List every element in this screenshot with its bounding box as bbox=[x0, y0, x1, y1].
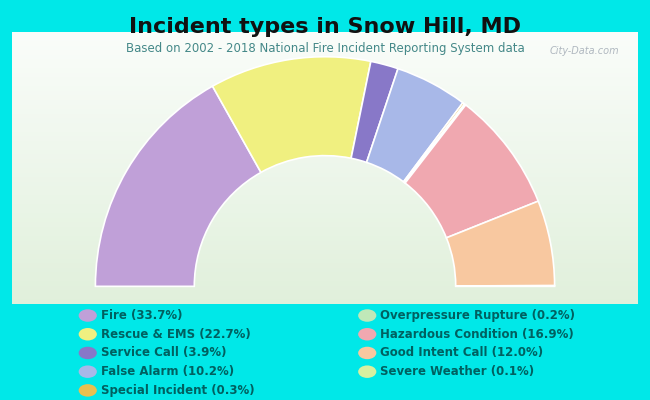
Bar bbox=[12, 263, 638, 268]
Bar bbox=[12, 222, 638, 227]
Bar bbox=[12, 123, 638, 127]
Bar bbox=[12, 150, 638, 154]
Bar bbox=[12, 36, 638, 41]
Bar bbox=[12, 200, 638, 204]
Bar bbox=[12, 286, 638, 290]
Bar bbox=[12, 77, 638, 82]
Text: Special Incident (0.3%): Special Incident (0.3%) bbox=[101, 384, 254, 397]
Ellipse shape bbox=[358, 347, 376, 359]
Text: Good Intent Call (12.0%): Good Intent Call (12.0%) bbox=[380, 346, 543, 360]
Bar bbox=[12, 59, 638, 64]
Bar bbox=[12, 109, 638, 114]
Wedge shape bbox=[213, 57, 371, 172]
Bar bbox=[12, 272, 638, 277]
Wedge shape bbox=[404, 103, 465, 182]
Bar bbox=[12, 195, 638, 200]
Text: Hazardous Condition (16.9%): Hazardous Condition (16.9%) bbox=[380, 328, 574, 341]
Bar bbox=[12, 68, 638, 73]
Bar bbox=[12, 191, 638, 195]
Bar bbox=[12, 41, 638, 46]
Bar bbox=[12, 227, 638, 232]
Bar bbox=[12, 64, 638, 68]
Text: Rescue & EMS (22.7%): Rescue & EMS (22.7%) bbox=[101, 328, 250, 341]
Ellipse shape bbox=[358, 366, 376, 378]
Bar bbox=[12, 277, 638, 281]
Bar bbox=[12, 114, 638, 118]
Bar bbox=[12, 100, 638, 104]
Bar bbox=[12, 300, 638, 304]
Bar bbox=[12, 268, 638, 272]
Ellipse shape bbox=[79, 384, 97, 397]
Bar bbox=[12, 250, 638, 254]
Text: False Alarm (10.2%): False Alarm (10.2%) bbox=[101, 365, 234, 378]
Bar bbox=[12, 259, 638, 263]
Bar bbox=[12, 172, 638, 177]
Bar bbox=[12, 32, 638, 36]
Bar bbox=[12, 46, 638, 50]
Bar bbox=[12, 245, 638, 250]
Ellipse shape bbox=[79, 309, 97, 322]
Wedge shape bbox=[96, 86, 261, 286]
Bar bbox=[12, 127, 638, 132]
Text: Service Call (3.9%): Service Call (3.9%) bbox=[101, 346, 226, 360]
Ellipse shape bbox=[79, 347, 97, 359]
Bar bbox=[12, 136, 638, 141]
Wedge shape bbox=[367, 69, 463, 182]
Wedge shape bbox=[447, 201, 554, 286]
Wedge shape bbox=[351, 61, 398, 162]
Text: Incident types in Snow Hill, MD: Incident types in Snow Hill, MD bbox=[129, 17, 521, 37]
Bar bbox=[12, 204, 638, 209]
Bar bbox=[12, 232, 638, 236]
Bar bbox=[12, 159, 638, 164]
Bar bbox=[12, 290, 638, 295]
Bar bbox=[12, 213, 638, 218]
Bar bbox=[12, 186, 638, 191]
Bar bbox=[12, 118, 638, 123]
Bar bbox=[12, 164, 638, 168]
Ellipse shape bbox=[358, 328, 376, 340]
Bar bbox=[12, 145, 638, 150]
Bar bbox=[12, 254, 638, 259]
Wedge shape bbox=[405, 105, 538, 238]
Bar bbox=[12, 218, 638, 222]
Text: Overpressure Rupture (0.2%): Overpressure Rupture (0.2%) bbox=[380, 309, 575, 322]
Ellipse shape bbox=[79, 328, 97, 340]
Bar bbox=[12, 132, 638, 136]
Bar bbox=[12, 50, 638, 55]
Bar bbox=[12, 209, 638, 213]
Bar bbox=[12, 82, 638, 86]
Text: Severe Weather (0.1%): Severe Weather (0.1%) bbox=[380, 365, 534, 378]
Bar bbox=[12, 91, 638, 96]
Text: Fire (33.7%): Fire (33.7%) bbox=[101, 309, 182, 322]
Bar bbox=[12, 55, 638, 59]
Bar bbox=[12, 104, 638, 109]
Ellipse shape bbox=[358, 309, 376, 322]
Bar bbox=[12, 154, 638, 159]
Bar bbox=[12, 73, 638, 77]
Bar bbox=[12, 236, 638, 240]
Text: City-Data.com: City-Data.com bbox=[550, 46, 619, 56]
Bar bbox=[12, 295, 638, 300]
Bar bbox=[12, 240, 638, 245]
Bar bbox=[12, 281, 638, 286]
Text: Based on 2002 - 2018 National Fire Incident Reporting System data: Based on 2002 - 2018 National Fire Incid… bbox=[125, 42, 525, 55]
Wedge shape bbox=[404, 104, 466, 183]
Ellipse shape bbox=[79, 366, 97, 378]
Bar bbox=[12, 177, 638, 182]
Bar bbox=[12, 96, 638, 100]
Bar bbox=[12, 86, 638, 91]
Bar bbox=[12, 182, 638, 186]
Bar bbox=[12, 141, 638, 145]
Bar bbox=[12, 168, 638, 172]
